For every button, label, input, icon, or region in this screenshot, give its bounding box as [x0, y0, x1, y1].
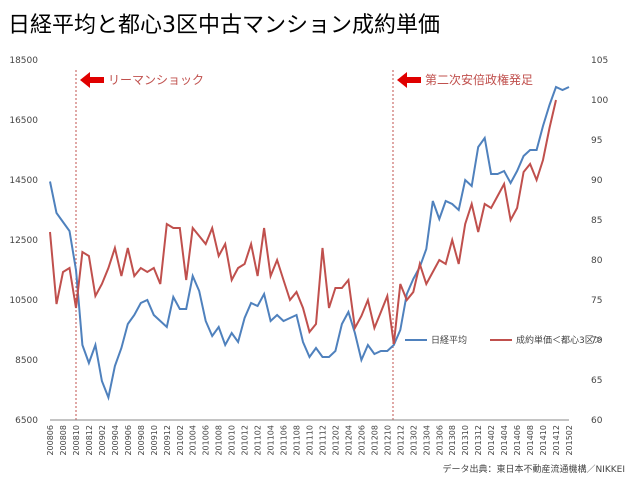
x-tick-label: 200810 [72, 425, 81, 456]
legend-label: 日経平均 [431, 334, 467, 346]
x-tick-label: 201102 [254, 425, 263, 456]
x-tick-label: 201112 [318, 425, 327, 456]
y2-tick-label: 70 [591, 336, 603, 346]
y-tick-label: 12500 [9, 236, 38, 246]
x-tick-label: 201010 [228, 425, 237, 456]
x-tick-label: 201212 [396, 425, 405, 456]
x-tick-label: 201106 [280, 425, 289, 456]
x-tick-label: 200806 [46, 425, 55, 456]
y2-tick-label: 65 [591, 376, 602, 386]
x-tick-label: 201412 [552, 425, 561, 456]
x-tick-label: 201008 [215, 425, 224, 456]
y-tick-label: 6500 [15, 416, 38, 426]
x-tick-label: 200912 [163, 425, 172, 456]
x-tick-label: 201502 [565, 425, 574, 456]
x-tick-label: 201312 [474, 425, 483, 456]
legend-label: 成約単価＜都心3区＞ [516, 334, 603, 346]
x-tick-label: 200908 [137, 425, 146, 456]
y-tick-label: 14500 [9, 176, 38, 186]
y2-tick-label: 60 [591, 416, 603, 426]
y2-tick-label: 80 [591, 256, 603, 266]
x-tick-label: 201310 [461, 425, 470, 456]
x-tick-label: 200812 [85, 425, 94, 456]
chart-title: 日経平均と都心3区中古マンション成約単価 [8, 13, 440, 38]
y-tick-label: 8500 [15, 356, 38, 366]
arrow [397, 72, 421, 88]
x-tick-label: 201004 [189, 425, 198, 456]
x-tick-label: 201302 [409, 425, 418, 456]
series-line [49, 85, 570, 401]
x-tick-label: 200808 [59, 425, 68, 456]
y2-tick-label: 95 [591, 136, 602, 146]
y2-tick-label: 75 [591, 296, 602, 306]
x-tick-label: 200906 [124, 425, 133, 456]
x-tick-label: 200910 [150, 425, 159, 456]
x-tick-label: 201408 [526, 425, 535, 456]
y2-tick-label: 90 [591, 176, 603, 186]
x-tick-label: 201410 [539, 425, 548, 456]
x-tick-label: 201002 [176, 425, 185, 456]
arrow [80, 72, 104, 88]
x-tick-label: 201404 [500, 425, 509, 456]
y2-tick-label: 100 [591, 96, 608, 106]
annotation: 第二次安倍政権発足 [425, 72, 533, 87]
x-tick-label: 201306 [435, 425, 444, 456]
y-tick-label: 16500 [9, 116, 38, 126]
x-tick-label: 200904 [111, 425, 120, 456]
y2-tick-label: 105 [591, 56, 608, 66]
series-line [49, 99, 557, 345]
x-tick-label: 201202 [331, 425, 340, 456]
y-tick-label: 18500 [9, 56, 38, 66]
y-tick-label: 10500 [9, 296, 38, 306]
x-tick-label: 201406 [513, 425, 522, 456]
x-tick-label: 200902 [98, 425, 107, 456]
x-tick-label: 201104 [267, 425, 276, 456]
y2-tick-label: 85 [591, 216, 602, 226]
x-tick-label: 201304 [422, 425, 431, 456]
x-tick-label: 201210 [383, 425, 392, 456]
x-tick-label: 201204 [344, 425, 353, 456]
x-tick-label: 201402 [487, 425, 496, 456]
x-tick-label: 201308 [448, 425, 457, 456]
x-tick-label: 201108 [293, 425, 302, 456]
source: データ出典：東日本不動産流通機構／NIKKEI [442, 463, 625, 475]
x-tick-label: 201006 [202, 425, 211, 456]
x-tick-label: 201110 [306, 425, 315, 456]
x-tick-label: 201206 [357, 425, 366, 456]
x-tick-label: 201208 [370, 425, 379, 456]
x-tick-label: 201012 [241, 425, 250, 456]
annotation: リーマンショック [108, 73, 204, 87]
